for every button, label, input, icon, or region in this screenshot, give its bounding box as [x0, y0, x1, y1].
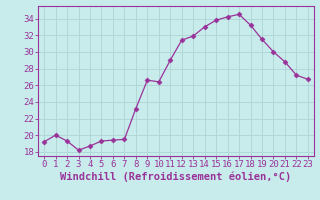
X-axis label: Windchill (Refroidissement éolien,°C): Windchill (Refroidissement éolien,°C): [60, 172, 292, 182]
